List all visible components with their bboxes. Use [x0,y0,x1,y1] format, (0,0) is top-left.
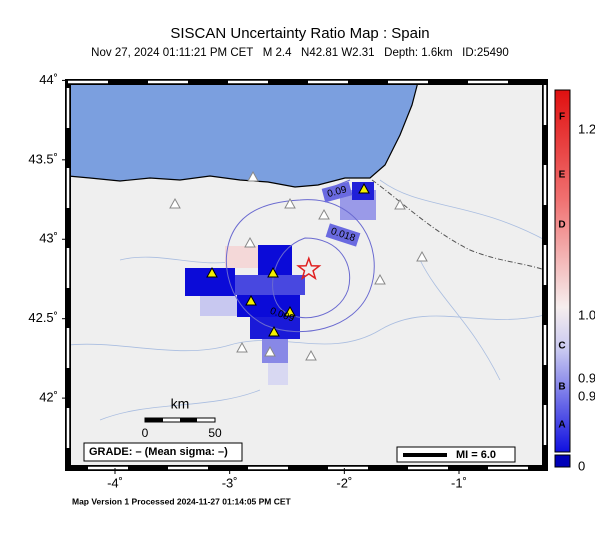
colorbar-label: 0 [578,458,585,473]
grade-letter: A [558,420,565,431]
colorbar-label: 0.9 [578,370,595,385]
scale-label: 0 [142,426,149,440]
scale-unit: km [171,396,190,412]
lat-label: 44˚ [39,72,58,87]
contour-label-box [325,223,361,247]
grade-letter: C [558,341,565,352]
contour-label: 0.09 [326,184,348,200]
lon-label: -2˚ [336,475,352,490]
colorbar-label: 1.2 [578,121,595,136]
lat-label: 42˚ [39,390,58,405]
colorbar-label: 1.0 [578,307,595,322]
colorbar-gradient [554,89,571,453]
lat-label: 43˚ [39,231,58,246]
grade-letter: D [558,220,565,231]
map-frame-pattern [66,80,547,470]
scale-bar: km 0 50 [142,396,222,440]
grade-box [83,442,243,462]
lon-label: -3˚ [222,475,238,490]
lat-label: 42.5˚ [28,310,58,325]
footer: Map Version 1 Processed 2024-11-27 01:14… [72,496,292,506]
grade-text: GRADE: – (Mean sigma: –) [89,446,228,458]
sea [68,82,419,188]
event-star [296,256,322,281]
grade-letter: F [559,112,565,123]
grade-letter: B [558,382,565,393]
colorbar-label: 0.9 [578,388,595,403]
stations-used [206,182,370,337]
lon-label: -4˚ [107,475,123,490]
scale-label: 50 [208,426,222,440]
map-area [68,82,545,468]
lon-label: -1˚ [451,475,467,490]
stations-unused [169,170,428,361]
mi-text: MI = 6.0 [456,449,496,461]
borders [371,179,545,271]
colorbar: F E D C B A 1.2 1.0 0.9 0.9 0 [554,89,595,473]
grade-letter: E [559,170,566,181]
lat-label: 43.5˚ [28,151,58,166]
mi-box [396,446,516,463]
colorbar-floor [554,454,571,468]
title: SISCAN Uncertainty Ratio Map : Spain [170,25,429,42]
subtitle: Nov 27, 2024 01:11:21 PM CET M 2.4 N42.8… [91,47,509,59]
